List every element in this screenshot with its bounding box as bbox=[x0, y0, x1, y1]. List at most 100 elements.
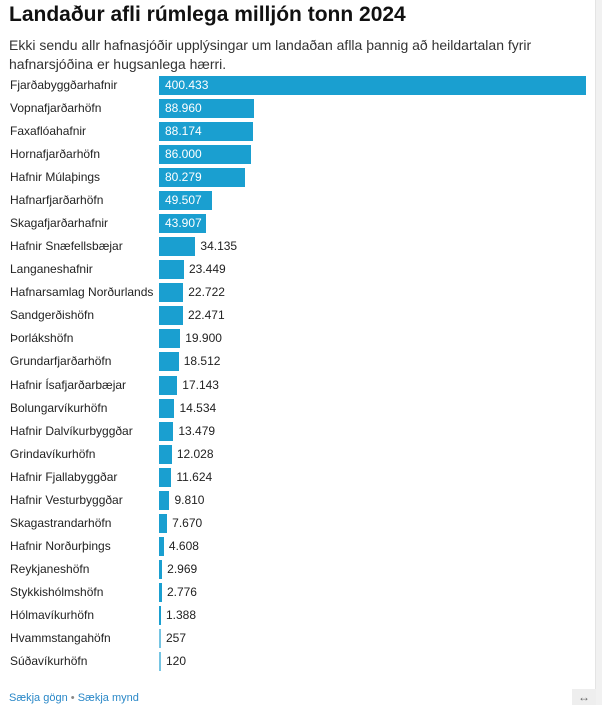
category-label: Hafnarfjarðarhöfn bbox=[10, 193, 104, 208]
category-label: Hafnir Norðurþings bbox=[10, 538, 111, 553]
value-label: 12.028 bbox=[176, 446, 214, 461]
category-label: Hvammstangahöfn bbox=[10, 630, 111, 645]
value-label: 2.776 bbox=[166, 584, 197, 599]
bar bbox=[159, 628, 161, 648]
category-label: Vopnafjarðarhöfn bbox=[10, 101, 102, 116]
category-label: Skagafjarðarhafnir bbox=[10, 216, 109, 231]
download-data-link[interactable]: Sækja gögn bbox=[9, 692, 68, 704]
bar bbox=[159, 168, 245, 188]
bar-row: Reykjaneshöfn 2.969 bbox=[0, 559, 595, 580]
value-label: 18.512 bbox=[183, 354, 221, 369]
bar bbox=[159, 513, 168, 533]
value-label: 120 bbox=[166, 654, 187, 668]
value-label: 1.388 bbox=[166, 607, 197, 622]
bar-row: Skagastrandarhöfn 7.670 bbox=[0, 513, 595, 534]
value-label: 19.900 bbox=[185, 331, 222, 346]
bar bbox=[159, 398, 175, 418]
bar-row: Hvammstangahöfn 257 bbox=[0, 628, 595, 649]
bar-row: Skagafjarðarhafnir 43.907 bbox=[0, 214, 595, 234]
value-label: 4.608 bbox=[168, 538, 199, 553]
category-label: Þorlákshöfn bbox=[10, 331, 74, 346]
bar bbox=[159, 306, 183, 326]
bar-row: Hafnir Vesturbyggðar 9.810 bbox=[0, 490, 595, 511]
separator: • bbox=[70, 692, 75, 704]
value-label: 23.449 bbox=[189, 262, 226, 277]
bar-chart: Fjarðabyggðarhafnir 400.433 Vopnafjarðarhö… bbox=[0, 76, 595, 676]
bar-row: Grindavíkurhöfn 12.028 bbox=[0, 444, 595, 465]
bar-row: Hornafjarðarhöfn 86.000 bbox=[0, 145, 595, 165]
value-label: 17.143 bbox=[182, 377, 219, 392]
value-label: 34.135 bbox=[200, 239, 238, 254]
value-label: 22.471 bbox=[187, 308, 225, 323]
bar bbox=[159, 536, 164, 556]
bar bbox=[159, 444, 172, 464]
category-label: Hafnir Ísafjarðarbæjar bbox=[10, 377, 127, 392]
value-label: 257 bbox=[166, 630, 187, 645]
bar-row: Fjarðabyggðarhafnir 400.433 bbox=[0, 76, 595, 96]
bar bbox=[159, 237, 196, 257]
category-label: Bolungarvíkurhöfn bbox=[10, 400, 108, 415]
bar bbox=[159, 652, 161, 671]
bar bbox=[159, 490, 170, 510]
category-label: Hornafjarðarhöfn bbox=[10, 147, 101, 162]
value-label: 400.433 bbox=[165, 78, 209, 92]
category-label: Hafnir Snæfellsbæjar bbox=[10, 239, 123, 254]
scrollbar[interactable] bbox=[595, 0, 602, 705]
bar bbox=[159, 122, 254, 142]
category-label: Reykjaneshöfn bbox=[10, 561, 90, 576]
value-label: 80.279 bbox=[165, 170, 202, 185]
value-label: 49.507 bbox=[165, 193, 202, 208]
value-label: 13.479 bbox=[178, 423, 216, 438]
chart-subtitle: Ekki sendu allr hafnasjóðir upplýsingar … bbox=[9, 37, 532, 72]
category-label: Hafnarsamlag Norðurlands bbox=[10, 285, 154, 300]
bar bbox=[159, 283, 184, 303]
bar-row: Hafnir Norðurþings 4.608 bbox=[0, 536, 595, 557]
category-label: Fjarðabyggðarhafnir bbox=[10, 78, 118, 92]
bar bbox=[159, 559, 163, 579]
bar bbox=[159, 329, 181, 349]
resize-icon[interactable]: ↔ bbox=[572, 689, 596, 705]
value-label: 11.624 bbox=[176, 469, 213, 484]
chart-title: Landaður afli rúmlega milljón tonn 2024 bbox=[9, 3, 406, 26]
bar bbox=[159, 145, 251, 165]
value-label: 2.969 bbox=[167, 561, 198, 576]
category-label: Skagastrandarhöfn bbox=[10, 515, 112, 530]
value-label: 14.534 bbox=[179, 400, 217, 415]
bar-row: Hafnir Ísafjarðarbæjar 17.143 bbox=[0, 375, 595, 396]
bar-row: Hólmavíkurhöfn 1.388 bbox=[0, 605, 595, 626]
bar bbox=[159, 99, 254, 119]
bar bbox=[159, 260, 184, 280]
bar-row: Hafnarsamlag Norðurlands 22.722 bbox=[0, 283, 595, 303]
bar-row: Faxaflóahafnir 88.174 bbox=[0, 122, 595, 142]
bar-row: Þorlákshöfn 19.900 bbox=[0, 329, 595, 349]
category-label: Sandgerðishöfn bbox=[10, 308, 95, 323]
value-label: 88.174 bbox=[165, 124, 202, 139]
bar-row: Hafnir Múlaþings 80.279 bbox=[0, 168, 595, 188]
category-label: Stykkishólmshöfn bbox=[10, 584, 104, 599]
value-label: 43.907 bbox=[165, 216, 202, 231]
bar-row: Grundarfjarðarhöfn 18.512 bbox=[0, 352, 595, 372]
bar bbox=[159, 421, 174, 441]
bar-row: Stykkishólmshöfn 2.776 bbox=[0, 582, 595, 603]
value-label: 22.722 bbox=[188, 285, 225, 300]
bar-row: Vopnafjarðarhöfn 88.960 bbox=[0, 99, 595, 119]
bar bbox=[159, 605, 161, 625]
download-image-link[interactable]: Sækja mynd bbox=[77, 692, 139, 704]
category-label: Súðavíkurhöfn bbox=[10, 654, 88, 668]
bar-row: Hafnir Dalvíkurbyggðar 13.479 bbox=[0, 421, 595, 442]
bar bbox=[159, 214, 206, 234]
value-label: 9.810 bbox=[174, 492, 205, 507]
category-label: Hafnir Fjallabyggðar bbox=[10, 469, 118, 484]
category-label: Hafnir Vesturbyggðar bbox=[10, 492, 123, 507]
bar-row: Súðavíkurhöfn 120 bbox=[0, 652, 595, 672]
bar-row: Hafnir Fjallabyggðar 11.624 bbox=[0, 467, 595, 488]
category-label: Faxaflóahafnir bbox=[10, 124, 87, 139]
value-label: 88.960 bbox=[165, 101, 202, 116]
bar bbox=[159, 352, 179, 372]
bar bbox=[159, 375, 178, 395]
bar-row: Sandgerðishöfn 22.471 bbox=[0, 306, 595, 326]
bar-row: Bolungarvíkurhöfn 14.534 bbox=[0, 398, 595, 419]
bar bbox=[159, 191, 212, 211]
category-label: Grundarfjarðarhöfn bbox=[10, 354, 112, 369]
footer: Sækja gögn • Sækja mynd bbox=[9, 692, 139, 704]
